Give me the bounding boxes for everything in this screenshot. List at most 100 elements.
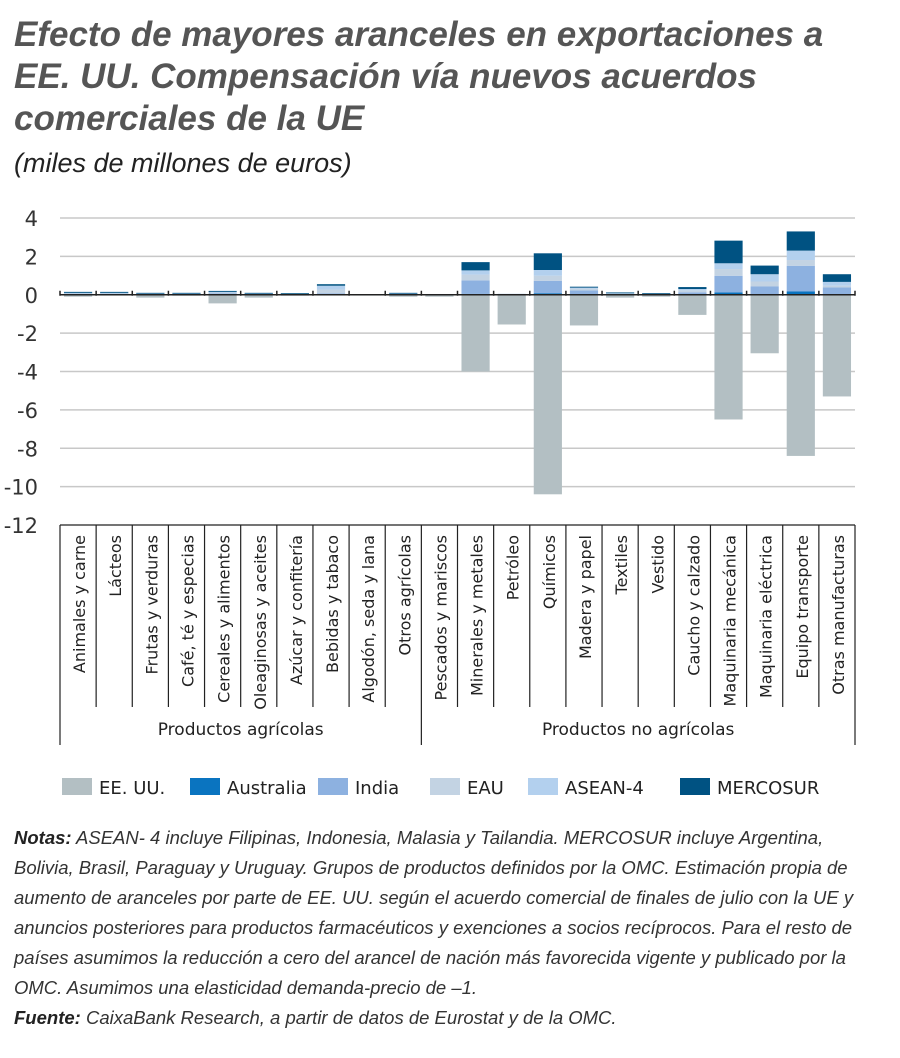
legend-label: EE. UU. bbox=[99, 778, 165, 799]
y-tick-label: 4 bbox=[25, 207, 38, 231]
bar-segment-australia bbox=[714, 292, 743, 295]
category-label: Químicos bbox=[540, 535, 559, 609]
bar-segment-ee-uu- bbox=[497, 294, 526, 325]
bar-segment-mercosur bbox=[822, 274, 852, 282]
y-tick-label: -10 bbox=[4, 476, 38, 500]
bar-segment-asean-4 bbox=[569, 287, 599, 289]
bar-segment-asean-4 bbox=[63, 292, 93, 294]
category-label: Bebidas y tabaco bbox=[323, 535, 342, 673]
category-label: Café, té y especias bbox=[178, 535, 197, 687]
bar-segment-asean-4 bbox=[533, 269, 562, 276]
bar-segment-asean-4 bbox=[678, 288, 707, 291]
bar-segment-ee-uu- bbox=[533, 294, 562, 495]
legend-label: India bbox=[355, 778, 399, 799]
bar-segment-asean-4 bbox=[714, 263, 743, 270]
legend-swatch bbox=[528, 778, 558, 795]
category-label: Madera y papel bbox=[576, 535, 595, 659]
bar-segment-ee-uu- bbox=[822, 294, 852, 397]
bar-segment-asean-4 bbox=[172, 293, 201, 295]
y-tick-label: -8 bbox=[17, 437, 38, 461]
category-label: Equipo transporte bbox=[793, 535, 812, 679]
bar-segment-india bbox=[316, 293, 346, 295]
category-label: Textiles bbox=[612, 535, 631, 595]
bar-segment-india bbox=[822, 287, 852, 295]
category-label: Animales y carne bbox=[70, 535, 89, 673]
bar-segment-ee-uu- bbox=[786, 294, 815, 456]
bar-segment-ee-uu- bbox=[461, 294, 490, 372]
group-label: Productos no agrícolas bbox=[542, 720, 735, 740]
bar-segment-australia bbox=[786, 291, 815, 295]
bar-segment-ee-uu- bbox=[678, 294, 707, 315]
bar-segment-mercosur bbox=[136, 292, 165, 294]
bar-segment-mercosur bbox=[533, 253, 562, 270]
notes-text: ASEAN- 4 incluye Filipinas, Indonesia, M… bbox=[14, 827, 854, 998]
bar-segment-ee-uu- bbox=[606, 294, 635, 298]
bar-segment-asean-4 bbox=[822, 281, 852, 286]
bar-segment-mercosur bbox=[100, 291, 129, 293]
bar-segment-mercosur bbox=[244, 292, 273, 294]
y-tick-label: -12 bbox=[4, 514, 38, 538]
bar-segment-eau bbox=[750, 281, 779, 287]
bar-segment-mercosur bbox=[172, 292, 201, 294]
bar-segment-ee-uu- bbox=[714, 294, 743, 420]
bar-segment-mercosur bbox=[750, 265, 779, 275]
y-tick-label: -4 bbox=[17, 361, 38, 385]
category-label: Frutas y verduras bbox=[142, 535, 161, 674]
category-label: Maquinaria eléctrica bbox=[757, 535, 776, 698]
bar-segment-mercosur bbox=[280, 293, 309, 295]
bar-segment-ee-uu- bbox=[136, 294, 165, 298]
bar-segment-mercosur bbox=[606, 292, 635, 294]
bar-segment-mercosur bbox=[316, 284, 346, 286]
stacked-bar-chart: 4 2 0 -2 -4 -6 -8 -10 -12 Animales y carne Lácteos… bbox=[4, 207, 856, 799]
bar-segment-eau bbox=[786, 260, 815, 266]
bar-segment-asean-4 bbox=[461, 270, 490, 275]
bar-segment-eau bbox=[461, 274, 490, 281]
bar-segment-mercosur bbox=[786, 231, 815, 251]
legend-swatch bbox=[62, 778, 92, 795]
bar-segment-asean-4 bbox=[316, 285, 346, 290]
source-text: CaixaBank Research, a partir de datos de… bbox=[80, 1007, 617, 1028]
bar-segment-ee-uu- bbox=[244, 294, 273, 298]
bar-segment-asean-4 bbox=[606, 293, 635, 295]
category-label: Minerales y metales bbox=[468, 535, 487, 696]
bar-segment-mercosur bbox=[461, 262, 490, 271]
bar-segment-mercosur bbox=[63, 291, 93, 293]
bar-segment-australia bbox=[533, 293, 562, 295]
y-tick-label: -2 bbox=[17, 322, 38, 346]
bar-segment-ee-uu- bbox=[750, 294, 779, 354]
bar-segment-eau bbox=[569, 288, 599, 291]
bar-segment-india bbox=[750, 286, 779, 295]
category-label: Caucho y calzado bbox=[684, 535, 703, 676]
legend-label: EAU bbox=[467, 778, 504, 799]
category-label: Cereales y alimentos bbox=[215, 535, 234, 703]
bar-segment-india bbox=[786, 265, 815, 292]
legend-swatch bbox=[680, 778, 710, 795]
bar-segment-asean-4 bbox=[786, 250, 815, 261]
legend-label: ASEAN-4 bbox=[565, 778, 644, 799]
group-label: Productos agrícolas bbox=[158, 720, 324, 740]
bar-segment-india bbox=[714, 275, 743, 293]
category-label: Pescados y mariscos bbox=[431, 535, 450, 700]
bar-segment-india bbox=[461, 280, 490, 294]
bar-segment-eau bbox=[316, 289, 346, 294]
legend-swatch bbox=[430, 778, 460, 795]
legend-label: MERCOSUR bbox=[717, 778, 819, 799]
notes-label: Notas: bbox=[14, 827, 72, 848]
category-label: Maquinaria mecánica bbox=[721, 535, 740, 706]
bar-segment-eau bbox=[822, 285, 852, 288]
bar-segment-india bbox=[569, 290, 599, 295]
bar-segment-mercosur bbox=[569, 286, 599, 288]
y-tick-label: 0 bbox=[25, 284, 38, 308]
chart-title: Efecto de mayores aranceles en exportaci… bbox=[14, 15, 824, 138]
y-tick-label: -6 bbox=[17, 399, 38, 423]
bar-segment-asean-4 bbox=[208, 291, 237, 293]
category-label: Petróleo bbox=[504, 535, 523, 600]
category-label: Otros agrícolas bbox=[395, 535, 414, 655]
legend-label: Australia bbox=[227, 778, 307, 799]
bar-segment-mercosur bbox=[642, 293, 671, 295]
bar-segment-eau bbox=[533, 275, 562, 281]
category-label: Lácteos bbox=[106, 535, 125, 597]
notes: Notas: ASEAN- 4 incluye Filipinas, Indon… bbox=[14, 823, 884, 1033]
bar-segment-eau bbox=[714, 269, 743, 276]
y-tick-label: 2 bbox=[25, 245, 38, 269]
